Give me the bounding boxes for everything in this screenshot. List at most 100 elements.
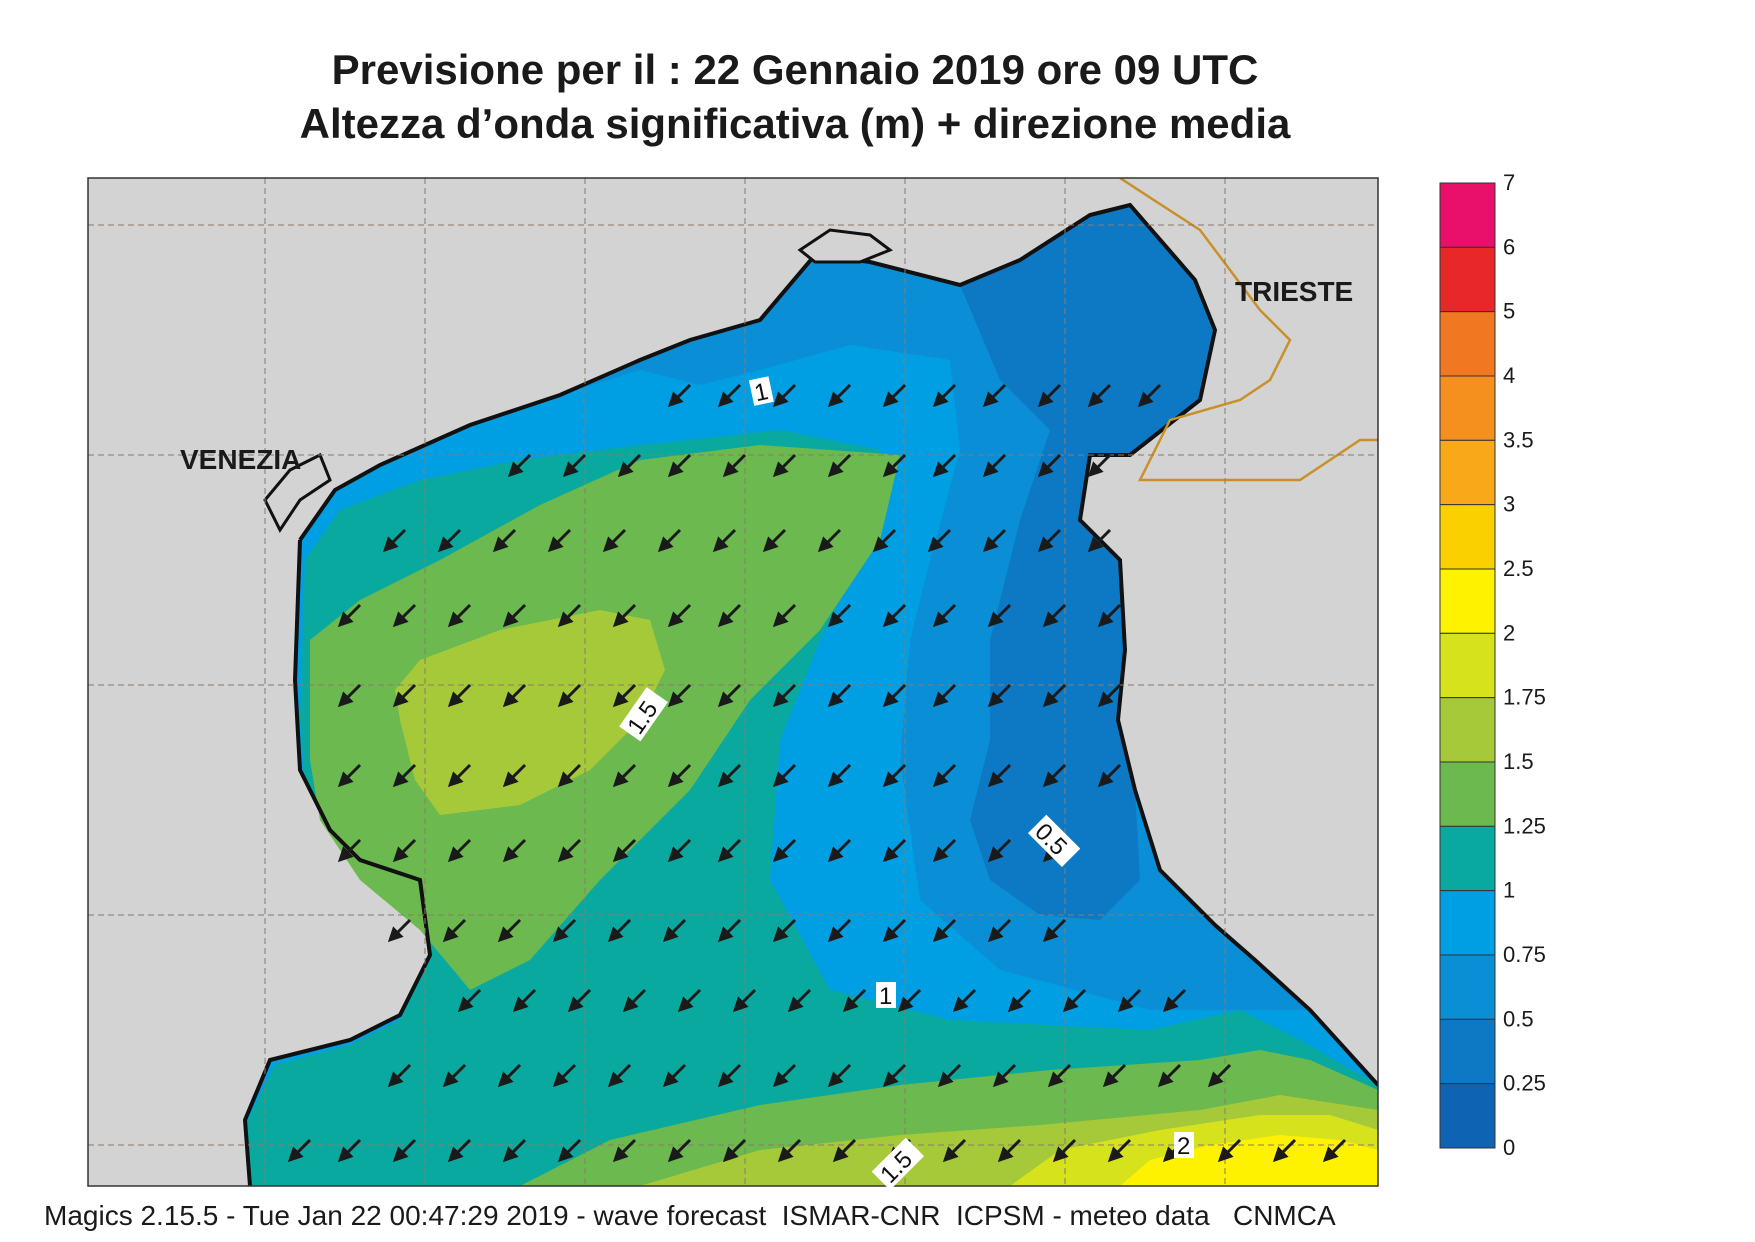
wave-direction-arrow: [772, 383, 797, 408]
legend-swatch: [1439, 632, 1496, 699]
legend-tick-label: 0: [1503, 1135, 1515, 1160]
wave-direction-arrow: [1217, 1138, 1242, 1163]
wave-direction-arrow: [982, 528, 1007, 553]
wave-direction-arrow: [667, 683, 692, 708]
wave-direction-arrow: [987, 838, 1012, 863]
color-legend: 7 6 5 4 3.5 3 2.5 2 1.75 1.5 1.25 1 0.75 0.5 0.25 0: [1439, 170, 1546, 1160]
wave-direction-arrow: [667, 603, 692, 628]
wave-direction-arrow: [667, 453, 692, 478]
wave-direction-arrow: [882, 683, 907, 708]
legend-swatch: [1439, 697, 1496, 763]
wave-direction-arrow: [547, 528, 572, 553]
wave-direction-arrow: [827, 763, 852, 788]
wave-direction-arrow: [882, 1063, 907, 1088]
wave-direction-arrow: [667, 383, 692, 408]
wave-direction-arrow: [492, 528, 517, 553]
legend-swatch: [1439, 761, 1496, 827]
wave-direction-arrow: [617, 453, 642, 478]
wave-direction-arrow: [442, 918, 467, 943]
wave-direction-arrow: [1042, 918, 1067, 943]
map-frame: [87, 177, 1379, 1187]
wave-direction-arrow: [1042, 683, 1067, 708]
wave-direction-arrow: [937, 1063, 962, 1088]
wave-direction-arrow: [982, 453, 1007, 478]
legend-tick-label: 2: [1503, 620, 1515, 645]
wave-direction-arrow: [722, 1138, 747, 1163]
coastline-west: [242, 539, 433, 1186]
wave-direction-arrow: [337, 603, 362, 628]
legend-tick-label: 4: [1503, 363, 1515, 388]
wave-direction-arrow: [717, 763, 742, 788]
contour-label: 1: [879, 983, 892, 1010]
wave-direction-arrow: [557, 838, 582, 863]
wave-direction-arrow: [667, 1138, 692, 1163]
wave-direction-arrow: [872, 528, 897, 553]
legend-tick-label: 0.25: [1503, 1071, 1546, 1096]
wave-direction-arrow: [657, 528, 682, 553]
wave-band-2: [1120, 1135, 1378, 1186]
wave-direction-arrow: [392, 838, 417, 863]
wave-direction-arrow: [437, 528, 462, 553]
wave-direction-arrow: [932, 918, 957, 943]
place-label-trieste: TRIESTE: [1235, 276, 1353, 307]
legend-swatch: [1439, 182, 1496, 248]
wave-direction-arrow: [497, 918, 522, 943]
contour-label: 1: [752, 378, 771, 407]
wave-direction-arrow: [1052, 1138, 1077, 1163]
legend-tick-label: 1.25: [1503, 813, 1546, 838]
wave-direction-arrow: [1207, 1063, 1232, 1088]
wave-direction-arrow: [557, 763, 582, 788]
wave-direction-arrow: [987, 603, 1012, 628]
wave-direction-arrow: [512, 988, 537, 1013]
wave-direction-arrow: [612, 763, 637, 788]
wave-direction-arrow: [447, 1138, 472, 1163]
wave-direction-arrow: [1037, 383, 1062, 408]
wave-direction-arrow: [552, 918, 577, 943]
wave-direction-arrow: [882, 383, 907, 408]
wave-direction-arrow: [337, 683, 362, 708]
wave-direction-arrow: [662, 918, 687, 943]
wave-direction-arrow: [1037, 453, 1062, 478]
wave-direction-arrow: [1037, 528, 1062, 553]
wave-direction-arrow: [717, 918, 742, 943]
legend-tick-label: 2.5: [1503, 556, 1534, 581]
wave-direction-arrow: [1322, 1138, 1347, 1163]
wave-direction-arrow: [567, 988, 592, 1013]
wave-direction-arrow: [932, 838, 957, 863]
wave-direction-arrow: [777, 1138, 802, 1163]
wave-direction-arrow: [842, 988, 867, 1013]
wave-direction-arrow: [762, 528, 787, 553]
place-label-venezia: VENEZIA: [180, 444, 301, 475]
wave-direction-arrow: [392, 1138, 417, 1163]
wave-direction-arrow: [612, 1138, 637, 1163]
wave-direction-arrow: [882, 838, 907, 863]
legend-swatch: [1439, 825, 1496, 892]
wave-direction-arrow: [447, 683, 472, 708]
wave-direction-arrow: [392, 683, 417, 708]
wave-band-1.5: [395, 610, 665, 815]
national-border: [1119, 178, 1378, 482]
wave-direction-arrow: [557, 683, 582, 708]
wave-direction-arrow: [667, 763, 692, 788]
legend-tick-label: 0.5: [1503, 1006, 1534, 1031]
wave-direction-arrow: [502, 763, 527, 788]
legend-tick-label: 3: [1503, 492, 1515, 517]
wave-direction-arrow: [622, 988, 647, 1013]
legend-swatch: [1439, 890, 1496, 956]
wave-direction-arrow: [772, 918, 797, 943]
wave-direction-arrow: [932, 683, 957, 708]
wave-direction-arrow: [717, 1063, 742, 1088]
wave-direction-arrow: [562, 453, 587, 478]
wave-direction-arrow: [447, 763, 472, 788]
wave-direction-arrow: [612, 683, 637, 708]
wave-direction-arrow: [677, 988, 702, 1013]
wave-direction-arrow: [1107, 1138, 1132, 1163]
wave-direction-arrow: [287, 1138, 312, 1163]
legend-swatch: [1439, 1083, 1496, 1149]
wave-direction-arrow: [932, 453, 957, 478]
wave-direction-arrow: [772, 683, 797, 708]
wave-direction-arrow: [927, 528, 952, 553]
wave-direction-arrow: [337, 763, 362, 788]
wave-direction-arrow: [502, 603, 527, 628]
